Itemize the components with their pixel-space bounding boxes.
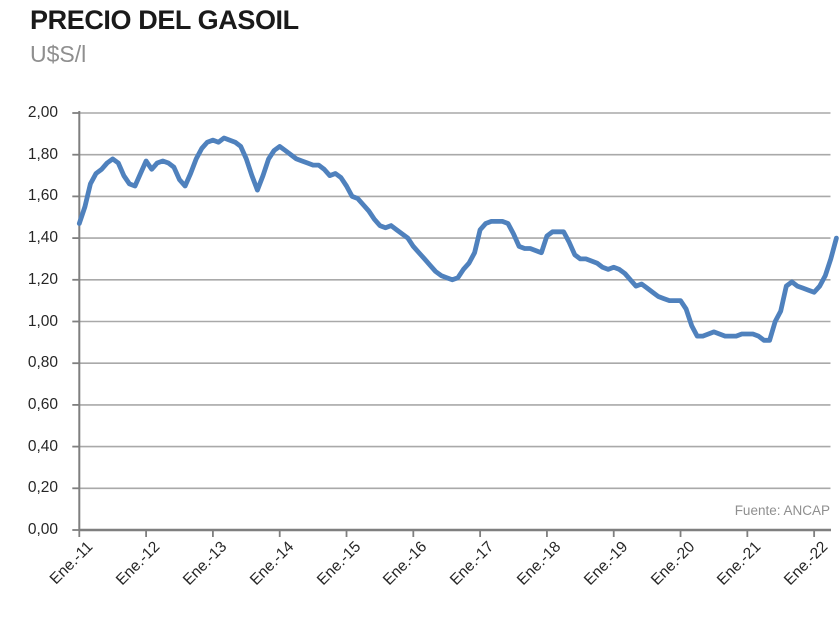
y-axis-tick-label: 1,80 — [27, 145, 58, 163]
chart-title: PRECIO DEL GASOIL — [30, 5, 299, 35]
source-note: Fuente: ANCAP — [734, 503, 830, 518]
y-axis-tick-label: 1,20 — [27, 270, 58, 288]
y-axis-tick-label: 0,40 — [27, 437, 58, 455]
y-axis-tick-label: 1,60 — [27, 187, 58, 205]
y-axis-tick-label: 2,00 — [27, 104, 58, 121]
y-axis-tick-label: 1,00 — [27, 312, 58, 330]
price-line-series — [76, 135, 839, 343]
y-axis-tick-label: 0,20 — [27, 479, 58, 497]
y-axis-tick-label: 0,80 — [27, 354, 58, 372]
y-axis-tick-label: 1,40 — [27, 229, 58, 247]
chart-unit-label: U$S/l — [30, 41, 87, 67]
y-axis-tick-label: 0,00 — [27, 521, 58, 538]
y-axis-tick-label: 0,60 — [27, 395, 58, 413]
